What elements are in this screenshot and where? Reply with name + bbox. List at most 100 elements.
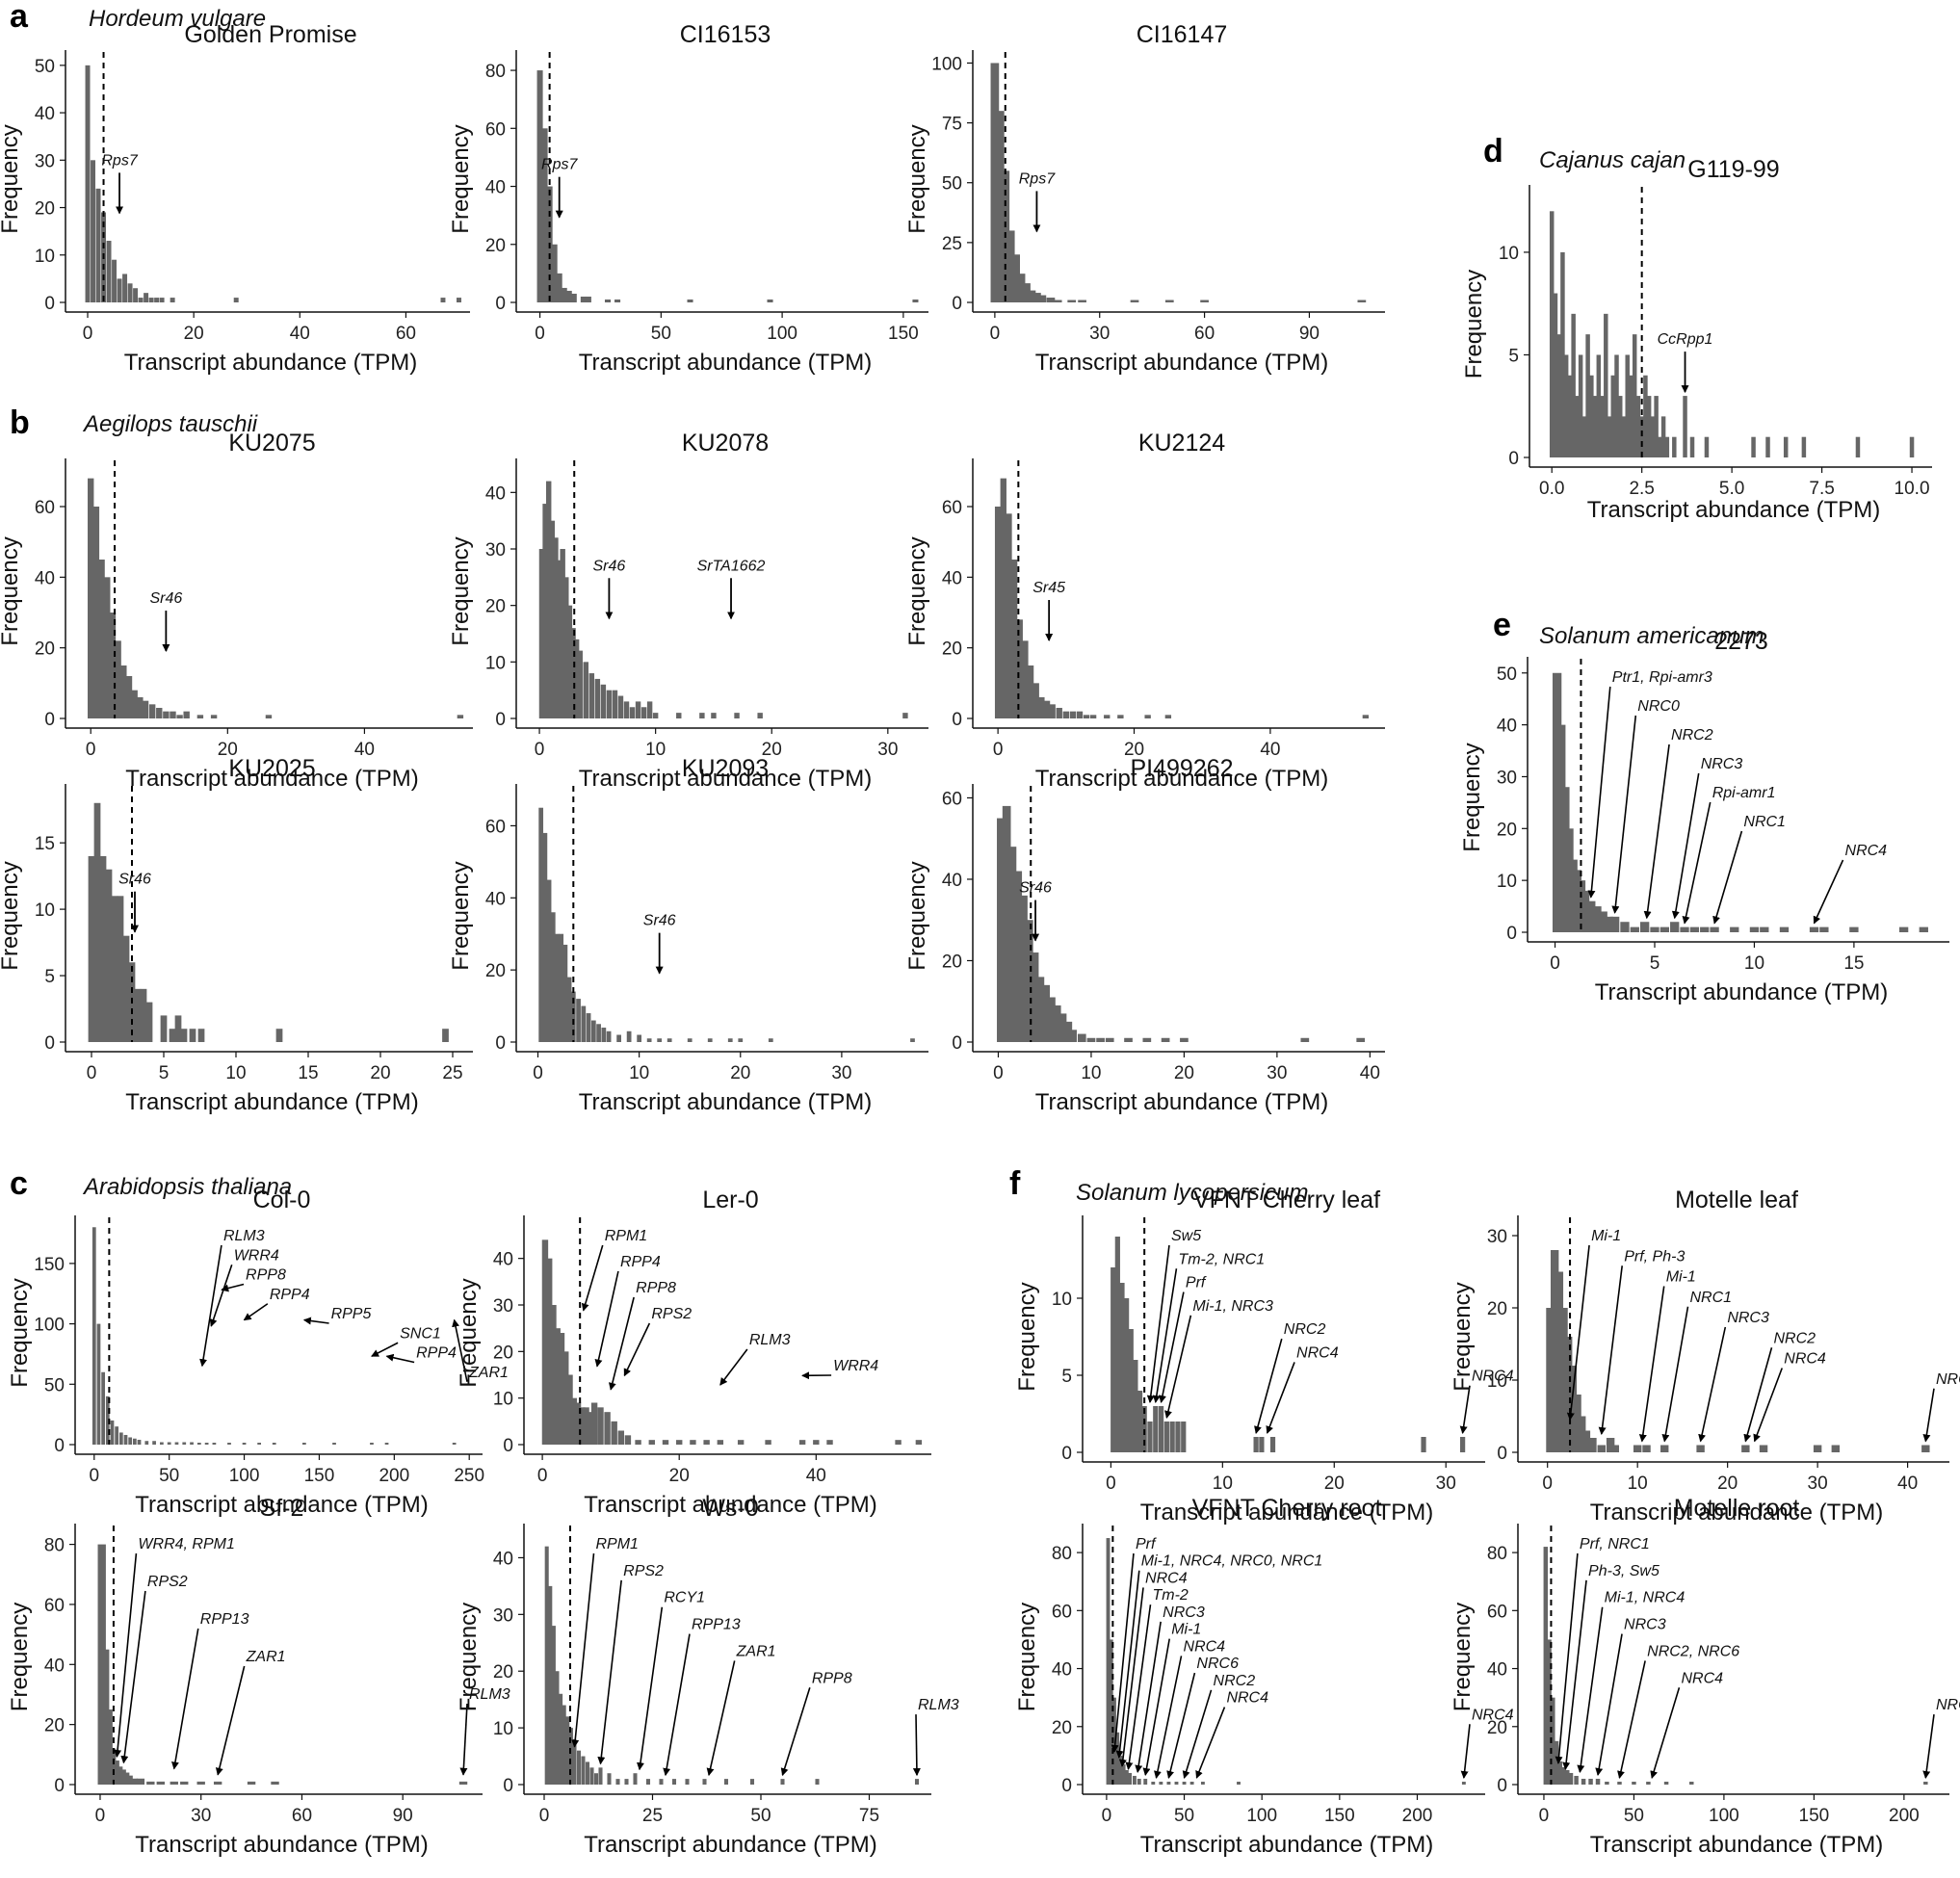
histogram-bar [646, 701, 653, 718]
histogram-bar [990, 63, 1000, 302]
y-axis-label: Frequency [0, 124, 23, 233]
histogram-bar [1128, 1772, 1133, 1785]
y-tick-label: 0 [503, 1436, 513, 1456]
annotation-arrow [1562, 1579, 1587, 1770]
y-tick-label: 60 [485, 119, 506, 140]
histogram-bar [1169, 1422, 1175, 1452]
annotation-label: ZAR1 [736, 1643, 776, 1659]
annotation-label: RPM1 [596, 1536, 639, 1552]
annotation-arrow [1922, 1388, 1935, 1443]
histogram-bar [196, 1781, 205, 1785]
histogram-bar [768, 1038, 773, 1042]
histogram-bar [112, 259, 118, 302]
histogram-bar [646, 1038, 652, 1042]
histogram-bar [370, 1443, 374, 1445]
histogram-bar [1654, 396, 1659, 457]
annotation-label: NRC2, NRC6 [1647, 1643, 1739, 1659]
annotation-label: NRC0 [1637, 698, 1680, 715]
histogram-bar [1153, 1406, 1159, 1452]
histogram-bar [105, 1395, 110, 1445]
histogram-bar [767, 299, 773, 302]
histogram-bar [1617, 1781, 1622, 1785]
histogram-bar [902, 713, 908, 718]
annotation-label: RPP8 [812, 1670, 852, 1686]
histogram-bar [1563, 1337, 1573, 1452]
chart-title: KU2124 [1138, 430, 1225, 456]
histogram-bar [1919, 926, 1928, 932]
histogram-bar [1002, 805, 1011, 1042]
histogram-bar [182, 1442, 187, 1445]
histogram-bar [559, 933, 564, 1042]
species-label-d: Cajanus cajan [1539, 147, 1686, 173]
annotation-label: Mi-1, NRC4, NRC0, NRC1 [1141, 1553, 1322, 1570]
histogram-bar [1027, 665, 1034, 718]
x-tick-label: 60 [1194, 324, 1215, 344]
histogram-f4: Motelle root 0 50 100 150 200 0 20 40 60 80 Transcr… [1450, 1495, 1960, 1858]
histogram-bar [1573, 1395, 1581, 1452]
histogram-bar [1609, 916, 1620, 932]
y-tick-label: 10 [1497, 872, 1517, 892]
histogram-bar [1600, 396, 1605, 457]
histogram-bar [587, 1412, 594, 1445]
y-tick-label: 60 [1052, 1602, 1072, 1622]
histogram-bar [574, 1402, 582, 1445]
histogram-bar [1621, 416, 1627, 457]
x-tick-label: 25 [442, 1063, 462, 1083]
histogram-bar [1680, 926, 1689, 932]
y-tick-label: 40 [493, 1549, 513, 1569]
y-tick-label: 0 [44, 294, 55, 314]
histogram-bar [1650, 416, 1656, 457]
histogram-bar [538, 807, 544, 1042]
histogram-bar [1567, 375, 1573, 457]
histogram-bar [648, 1440, 655, 1445]
annotation-arrow [1146, 1244, 1170, 1403]
y-tick-label: 10 [35, 247, 55, 267]
annotation-label: NRC4 [1936, 1371, 1960, 1388]
annotation-label: RPP4 [416, 1345, 457, 1362]
y-tick-label: 30 [493, 1605, 513, 1626]
annotation-arrow [1459, 1385, 1471, 1434]
histogram-bar [109, 613, 117, 718]
y-tick-label: 30 [1497, 768, 1517, 788]
y-tick-label: 0 [495, 710, 506, 730]
x-tick-label: 60 [292, 1806, 312, 1826]
histogram-bar [813, 1440, 820, 1445]
histogram-c4: Ws-0 0 25 50 75 0 10 20 30 40 Transcript abundance… [456, 1495, 959, 1858]
histogram-bar [212, 1443, 217, 1445]
histogram-bar [136, 1778, 145, 1785]
histogram-bar [1783, 436, 1789, 457]
y-tick-label: 20 [493, 1343, 513, 1363]
histogram-bar [1076, 711, 1084, 718]
histogram-bar [110, 1420, 115, 1445]
chart-title: VFNT Cherry leaf [1193, 1187, 1380, 1213]
histogram-bar [174, 1015, 182, 1042]
annotation-arrow [385, 1353, 415, 1364]
histogram-bar [1010, 560, 1018, 718]
annotation-label: RPM1 [605, 1228, 647, 1244]
y-tick-label: 30 [493, 1296, 513, 1317]
histogram-bar [798, 1440, 806, 1445]
histogram-bar [167, 1442, 171, 1445]
x-tick-label: 200 [1889, 1806, 1920, 1826]
histogram-bar [541, 1239, 549, 1445]
histogram-bar [676, 713, 682, 718]
histogram-bar [555, 1671, 560, 1785]
histogram-bar [159, 298, 165, 302]
annotation-arrow [1712, 830, 1743, 925]
histogram-c3: Sf-2 0 30 60 90 0 20 40 60 80 Transcript abundance… [7, 1495, 510, 1858]
histogram-bar [546, 879, 552, 1042]
y-axis-label: Frequency [1014, 1282, 1040, 1391]
annotation-arrow [1152, 1268, 1178, 1403]
histogram-bar [1658, 436, 1662, 457]
y-tick-label: 0 [44, 1033, 55, 1054]
x-tick-label: 40 [806, 1466, 826, 1486]
histogram-bar [581, 1005, 587, 1042]
histogram-bar [1182, 1781, 1187, 1785]
x-tick-label: 30 [1436, 1474, 1456, 1494]
histogram-bar [1111, 1267, 1116, 1452]
histogram-bar [156, 1781, 165, 1785]
annotation-label: Rps7 [541, 157, 578, 173]
histogram-bar [301, 1443, 306, 1445]
histogram-bar [737, 1440, 745, 1445]
x-tick-label: 90 [1299, 324, 1320, 344]
